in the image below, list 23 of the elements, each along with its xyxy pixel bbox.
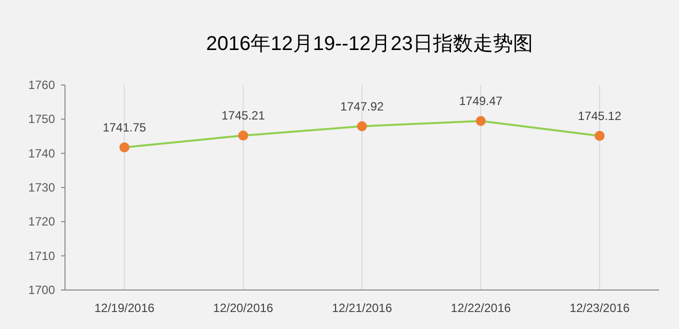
y-tick-label: 1740: [28, 146, 56, 160]
x-tick-label: 12/20/2016: [213, 301, 274, 315]
y-tick-label: 1700: [28, 283, 56, 297]
data-label: 1749.47: [459, 94, 503, 108]
data-label: 1741.75: [102, 120, 146, 134]
y-tick-label: 1730: [28, 180, 56, 194]
point: [476, 116, 486, 126]
x-tick-label: 12/23/2016: [570, 301, 630, 315]
data-label: 1745.21: [222, 108, 266, 123]
y-tick-label: 1710: [28, 248, 56, 263]
y-tick-label: 1750: [28, 112, 56, 126]
x-tick-label: 12/22/2016: [450, 301, 512, 315]
data-label: 1745.12: [578, 108, 622, 123]
data-label: 1747.92: [340, 99, 384, 114]
y-tick-label: 1720: [28, 214, 56, 229]
point: [594, 130, 605, 141]
x-tick-label: 12/21/2016: [332, 301, 392, 315]
x-tick-label: 12/19/2016: [94, 301, 155, 315]
chart-title: 2016年12月19--12月23日指数走势图: [206, 33, 533, 55]
point: [357, 121, 367, 132]
point: [119, 142, 130, 152]
point: [238, 130, 248, 141]
y-tick-label: 1760: [28, 78, 56, 92]
